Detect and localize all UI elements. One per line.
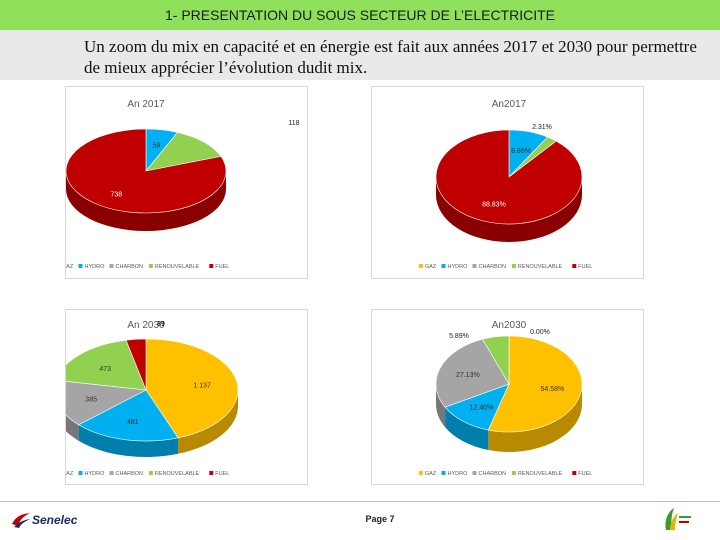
pie-slice-hydro <box>78 389 179 442</box>
footer-divider <box>0 501 720 502</box>
legend-swatch-charbon <box>109 264 114 268</box>
legend-swatch-hydro <box>441 471 446 475</box>
legend-swatch-fuel <box>209 264 214 268</box>
chart-title: An 2017 <box>127 99 165 110</box>
senelec-brand: Senelec <box>32 513 78 527</box>
legend-swatch-fuel <box>572 471 577 475</box>
legend-label-renouvelable: RENOUVELABLE <box>155 264 200 270</box>
pie-slice-renouvelable <box>482 335 510 386</box>
legend-swatch-hydro <box>78 471 83 475</box>
slide-title: 1- PRESENTATION DU SOUS SECTEUR DE L’ELE… <box>165 7 555 23</box>
chart-capacity-2030: An 2030 1 137 481 385 473 89 GAZ HYDRO CHARBON RE… <box>65 309 308 485</box>
intro-band <box>0 30 720 80</box>
legend-swatch-renouvelable <box>511 471 516 475</box>
legend-swatch-renouvelable <box>511 264 516 268</box>
chart-capacity-2017: An 2017 59 118 738 GAZ HYDRO CHARBON RENOUVELAB… <box>65 86 308 279</box>
legend-label-fuel: FUEL <box>578 264 592 270</box>
pie-slice-gaz <box>145 338 239 439</box>
legend-label-renouvelable: RENOUVELABLE <box>518 264 563 270</box>
pie-slice-fuel <box>66 128 227 214</box>
legend-label-gaz: GAZ <box>425 264 437 270</box>
data-label-charbon: 385 <box>85 397 97 404</box>
chart-title: An2017 <box>492 99 527 110</box>
legend-label-charbon: CHARBON <box>116 264 144 270</box>
data-label-charbon: 27.13% <box>456 372 480 379</box>
ministry-logo-icon <box>665 508 691 530</box>
data-label-renouvelable: 118 <box>288 120 299 127</box>
data-label-hydro: 12.40% <box>470 404 494 411</box>
legend-swatch-charbon <box>109 471 114 475</box>
legend-swatch-renouvelable <box>148 264 153 268</box>
legend-label-gaz: GAZ <box>66 264 74 270</box>
legend-swatch-renouvelable <box>148 471 153 475</box>
pie-chart-svg: An 2017 59 118 738 GAZ HYDRO CHARBON RENOUVELAB… <box>66 99 300 270</box>
senelec-logo-icon <box>12 513 30 528</box>
pie-slice-fuel <box>435 129 583 225</box>
chart-title: An2030 <box>492 320 527 331</box>
intro-text: Un zoom du mix en capacité et en énergie… <box>84 37 697 77</box>
data-label-fuel: 89 <box>157 321 165 328</box>
ministry-logo <box>660 506 694 532</box>
chart-title: An 2030 <box>127 320 165 331</box>
data-label-fuel: 0.00% <box>530 329 550 336</box>
pie-slice-side-fuel <box>436 177 582 242</box>
pie-chart-svg: An2030 54.58% 12.40% 27.13% 5.89% 0.00% GAZ HYD… <box>418 320 592 477</box>
legend-swatch-charbon <box>472 264 477 268</box>
pie-slice-renouvelable <box>66 339 147 391</box>
pie-slice-side-fuel <box>66 171 226 231</box>
legend-label-hydro: HYDRO <box>85 264 106 270</box>
pie-slice-charbon <box>435 338 510 408</box>
pie-slice-gaz <box>487 335 583 433</box>
legend-label-renouvelable: RENOUVELABLE <box>155 471 200 477</box>
page-number: Page 7 <box>365 514 395 524</box>
data-label-hydro: 59 <box>153 142 161 149</box>
pie-slice-renouvelable <box>145 132 222 172</box>
pie-slice-charbon <box>66 380 148 426</box>
data-label-renouvelable: 5.89% <box>449 333 469 340</box>
legend-label-fuel: FUEL <box>578 471 592 477</box>
data-label-renouvelable: 473 <box>99 366 111 373</box>
legend-label-renouvelable: RENOUVELABLE <box>518 471 563 477</box>
pie-slice-side-gaz <box>178 390 238 454</box>
chart-energy-2030: An2030 54.58% 12.40% 27.13% 5.89% 0.00% GAZ HYD… <box>371 309 644 485</box>
data-label-renouvelable: 2.31% <box>532 124 552 131</box>
chart-energy-2017: An2017 8.86% 2.31% 88.83% GAZ HYDRO CHARBON REN… <box>371 86 644 279</box>
data-label-fuel: 88.83% <box>482 201 506 208</box>
pie-slice-side-gaz <box>488 384 582 452</box>
legend-swatch-gaz <box>418 264 423 268</box>
pie-slice-side-hydro <box>78 424 179 457</box>
legend-label-hydro: HYDRO <box>448 471 469 477</box>
pie-slice-fuel <box>125 338 147 391</box>
legend-swatch-fuel <box>209 471 214 475</box>
legend-label-hydro: HYDRO <box>85 471 106 477</box>
pie-slice-side-hydro <box>445 407 489 451</box>
data-label-fuel: 738 <box>110 191 122 198</box>
legend-label-charbon: CHARBON <box>116 471 144 477</box>
data-label-hydro: 8.86% <box>511 148 531 155</box>
legend-label-gaz: GAZ <box>66 471 74 477</box>
legend-swatch-charbon <box>472 471 477 475</box>
pie-chart-svg: An2017 8.86% 2.31% 88.83% GAZ HYDRO CHARBON REN… <box>418 99 592 270</box>
senelec-logo: Senelec <box>10 510 77 532</box>
legend-label-gaz: GAZ <box>425 471 437 477</box>
data-label-hydro: 481 <box>127 419 139 426</box>
legend-label-charbon: CHARBON <box>479 264 507 270</box>
legend-swatch-hydro <box>78 264 83 268</box>
legend-swatch-hydro <box>441 264 446 268</box>
legend-swatch-fuel <box>572 264 577 268</box>
header-bar: 1- PRESENTATION DU SOUS SECTEUR DE L’ELE… <box>0 0 720 30</box>
pie-slice-side-charbon <box>436 384 446 428</box>
data-label-gaz: 54.58% <box>540 386 564 393</box>
legend-label-fuel: FUEL <box>215 264 229 270</box>
legend-label-charbon: CHARBON <box>479 471 507 477</box>
legend-swatch-gaz <box>418 471 423 475</box>
pie-chart-svg: An 2030 1 137 481 385 473 89 GAZ HYDRO CHARBON RE… <box>66 320 239 477</box>
pie-slice-side-charbon <box>66 415 79 441</box>
data-label-gaz: 1 137 <box>193 382 211 389</box>
legend-label-fuel: FUEL <box>215 471 229 477</box>
legend-label-hydro: HYDRO <box>448 264 469 270</box>
